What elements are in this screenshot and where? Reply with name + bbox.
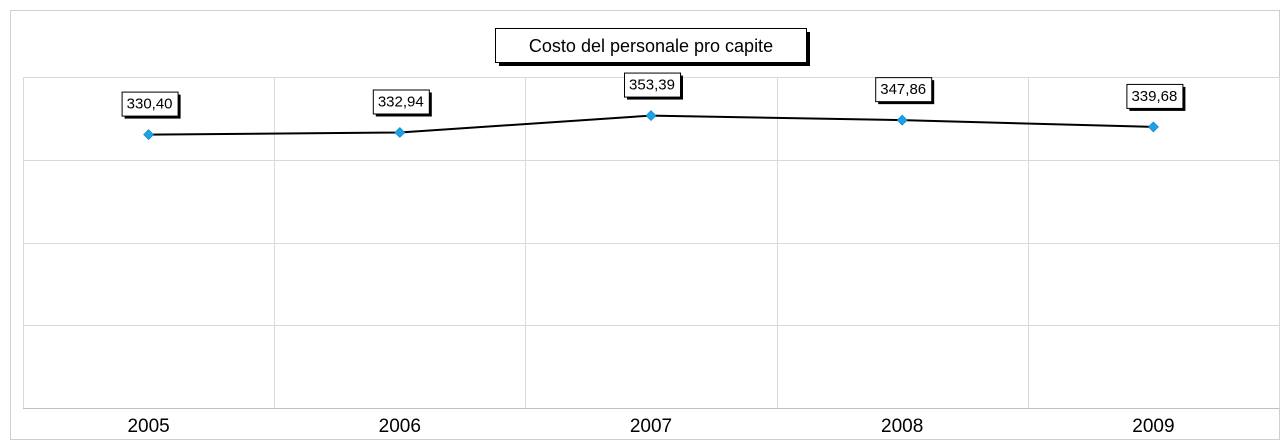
x-tick-label: 2009	[1132, 416, 1174, 437]
data-label-text: 353,39	[629, 77, 675, 94]
chart-title: Costo del personale pro capite	[495, 28, 810, 66]
data-point-marker	[143, 129, 155, 141]
data-label-box	[624, 72, 681, 98]
x-axis-ticks: 2005 2006 2007 2008 2009	[127, 416, 1174, 437]
data-label-text: 347,86	[880, 81, 926, 98]
data-label: 353,39	[624, 72, 683, 100]
x-tick-label: 2006	[379, 416, 421, 437]
data-labels: 330,40 332,94 353,39 347,86 339,68	[121, 72, 1186, 119]
series	[143, 110, 1159, 141]
chart-title-box	[495, 28, 807, 63]
data-label-box	[875, 77, 933, 103]
x-tick-label: 2005	[127, 416, 169, 437]
data-point-marker	[896, 114, 908, 126]
x-tick-label: 2007	[630, 416, 672, 437]
data-label-box	[1126, 83, 1184, 109]
data-label: 332,94	[372, 89, 432, 117]
data-point-marker	[394, 127, 406, 138]
data-point-marker	[645, 110, 657, 121]
data-label-text: 332,94	[378, 93, 424, 110]
gridlines	[23, 77, 1280, 409]
chart-title-text: Costo del personale pro capite	[529, 36, 773, 56]
data-point-marker	[1147, 121, 1159, 133]
data-label: 330,40	[121, 91, 181, 119]
data-label-box	[372, 89, 430, 115]
data-label: 339,68	[1126, 83, 1186, 111]
x-tick-label: 2008	[881, 416, 923, 437]
data-label-box	[121, 91, 179, 117]
data-label: 347,86	[875, 77, 935, 105]
chart-frame: 330,40 332,94 353,39 347,86 339,68 2005 2006 2…	[10, 10, 1280, 440]
data-label-text: 330,40	[127, 96, 173, 113]
data-label-text: 339,68	[1131, 88, 1177, 105]
